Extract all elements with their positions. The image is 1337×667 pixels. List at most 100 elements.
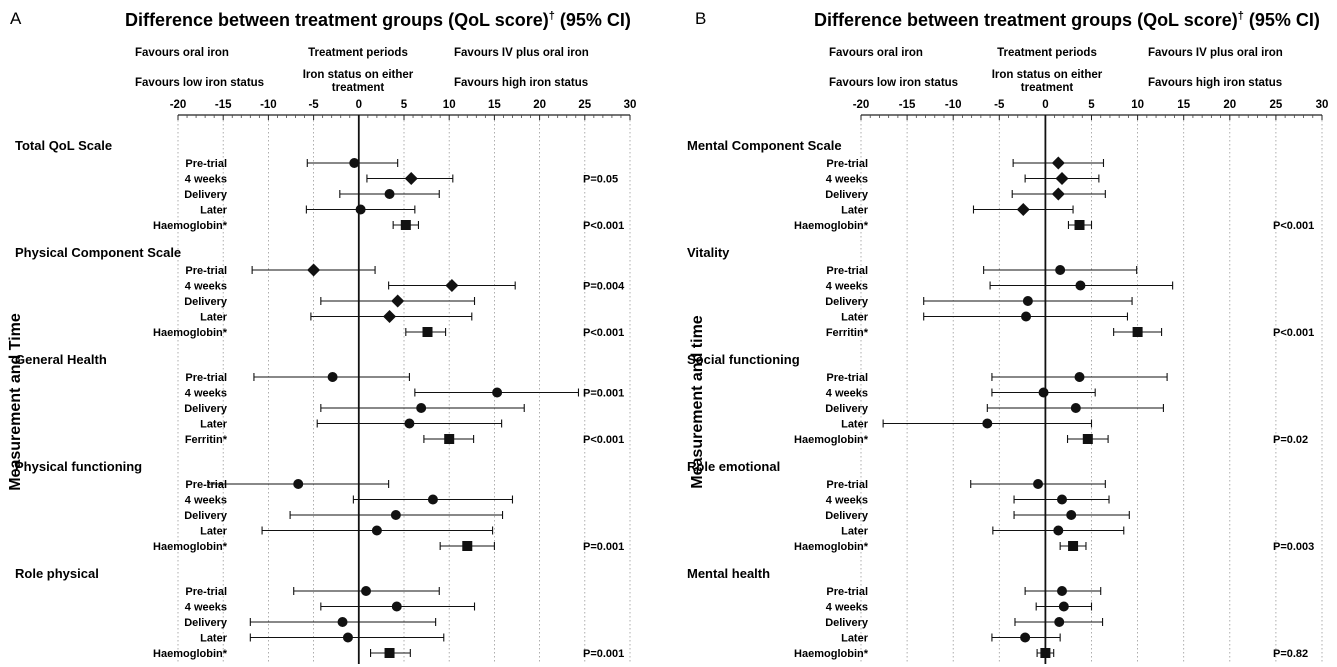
group-title: Total QoL Scale xyxy=(15,138,112,153)
estimate-diamond xyxy=(391,294,405,308)
row-label: Delivery xyxy=(825,617,869,629)
header-left-2: Favours low iron status xyxy=(829,77,958,89)
estimate-circle xyxy=(1056,494,1067,505)
x-tick-label: -10 xyxy=(945,99,962,111)
header-left-1: Favours oral iron xyxy=(135,47,229,59)
row-label: Later xyxy=(841,205,869,217)
row-label: Pre-trial xyxy=(826,158,868,170)
row-label: Delivery xyxy=(825,296,869,308)
header-right-2: Favours high iron status xyxy=(1148,77,1282,89)
row-label: Pre-trial xyxy=(185,479,227,491)
row-label: Later xyxy=(841,419,869,431)
row-label: Ferritin* xyxy=(826,327,869,339)
row-label: 4 weeks xyxy=(185,602,227,614)
group-title: Role physical xyxy=(15,566,99,581)
panel-a: A Difference between treatment groups (Qo… xyxy=(7,9,636,664)
x-tick-label: -5 xyxy=(308,99,319,111)
header-right-1: Favours IV plus oral iron xyxy=(1148,47,1283,59)
title-dagger: † xyxy=(549,10,555,22)
estimate-square xyxy=(384,648,395,658)
estimate-circle xyxy=(1038,387,1049,398)
title-dagger: † xyxy=(1238,10,1244,22)
group-title: Role emotional xyxy=(687,459,780,474)
p-value: P=0.003 xyxy=(1273,541,1314,553)
header-mid-2-line1: Iron status on either xyxy=(992,69,1103,81)
estimate-diamond xyxy=(383,310,397,323)
header-right-2: Favours high iron status xyxy=(454,77,588,89)
estimate-circle xyxy=(1074,372,1085,382)
row-label: 4 weeks xyxy=(826,495,868,507)
x-tick-label: 30 xyxy=(624,99,637,111)
title-suffix: (95% CI) xyxy=(1244,10,1320,30)
x-tick-label: 5 xyxy=(1088,99,1095,111)
p-value: P=0.001 xyxy=(583,541,624,553)
estimate-circle xyxy=(1022,296,1033,306)
estimate-circle xyxy=(1075,280,1086,291)
y-axis-label: Measurement and time xyxy=(689,315,706,488)
row-label: Delivery xyxy=(184,617,228,629)
estimate-diamond xyxy=(1051,156,1065,170)
p-value: P<0.001 xyxy=(583,220,624,232)
estimate-circle xyxy=(427,494,438,505)
header-left-1: Favours oral iron xyxy=(829,47,923,59)
row-label: Delivery xyxy=(825,510,869,522)
estimate-circle xyxy=(1053,525,1064,536)
p-value: P<0.001 xyxy=(1273,220,1314,232)
row-label: Later xyxy=(841,526,869,538)
x-tick-label: 15 xyxy=(1177,99,1190,111)
estimate-circle xyxy=(1021,311,1032,322)
estimate-circle xyxy=(1066,510,1077,520)
row-label: 4 weeks xyxy=(185,495,227,507)
estimate-square xyxy=(1082,434,1093,444)
row-label: Haemoglobin* xyxy=(794,434,869,446)
row-label: Pre-trial xyxy=(826,372,868,384)
row-label: Delivery xyxy=(184,296,228,308)
x-tick-label: 0 xyxy=(356,99,362,111)
estimate-circle xyxy=(1056,586,1067,596)
x-tick-label: 10 xyxy=(443,99,456,111)
panel-letter: B xyxy=(695,9,706,28)
estimate-circle xyxy=(391,601,402,612)
row-label: Haemoglobin* xyxy=(794,220,869,232)
row-label: Later xyxy=(200,526,228,538)
group-title: Mental health xyxy=(687,566,770,581)
x-tick-label: 0 xyxy=(1042,99,1048,111)
title-main: Difference between treatment groups (QoL… xyxy=(814,10,1238,30)
x-tick-label: 25 xyxy=(1270,99,1283,111)
header-mid-1: Treatment periods xyxy=(997,47,1097,59)
estimate-diamond xyxy=(1055,172,1069,185)
chart-title: Difference between treatment groups (QoL… xyxy=(814,10,1320,30)
header-left-2: Favours low iron status xyxy=(135,77,264,89)
estimate-square xyxy=(444,434,455,444)
x-tick-label: -10 xyxy=(260,99,277,111)
row-label: Delivery xyxy=(184,189,228,201)
estimate-circle xyxy=(1020,632,1031,643)
estimate-square xyxy=(1132,327,1143,337)
estimate-circle xyxy=(1058,601,1069,612)
estimate-circle xyxy=(982,418,993,429)
estimate-diamond xyxy=(404,172,418,185)
header-right-1: Favours IV plus oral iron xyxy=(454,47,589,59)
p-value: P=0.001 xyxy=(583,648,624,660)
x-tick-label: -20 xyxy=(170,99,187,111)
row-label: 4 weeks xyxy=(826,388,868,400)
header-mid-2: Iron status on either treatment xyxy=(303,69,414,94)
header-mid-2-line2: treatment xyxy=(1021,82,1074,94)
estimate-square xyxy=(1074,220,1085,230)
row-label: Pre-trial xyxy=(185,372,227,384)
estimate-square xyxy=(462,541,473,551)
row-label: Haemoglobin* xyxy=(153,541,228,553)
row-label: Ferritin* xyxy=(185,434,228,446)
group-title: Physical functioning xyxy=(15,459,142,474)
estimate-square xyxy=(422,327,433,337)
estimate-circle xyxy=(342,632,353,643)
header-mid-2-line2: treatment xyxy=(332,82,385,94)
x-tick-label: 10 xyxy=(1131,99,1144,111)
p-value: P=0.82 xyxy=(1273,648,1308,660)
estimate-circle xyxy=(371,525,382,536)
estimate-diamond xyxy=(1016,203,1030,216)
p-value: P=0.001 xyxy=(583,388,624,400)
row-label: 4 weeks xyxy=(185,281,227,293)
x-tick-label: 5 xyxy=(401,99,408,111)
